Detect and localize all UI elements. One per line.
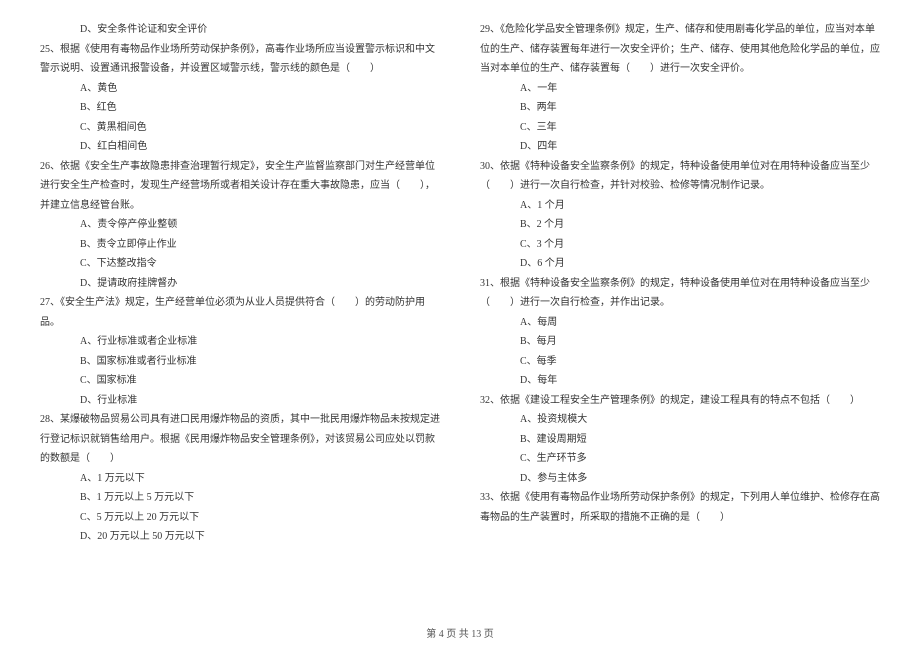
q30-option-a: A、1 个月: [480, 196, 880, 216]
q28-option-d: D、20 万元以上 50 万元以下: [40, 527, 440, 547]
q29-text: 29、《危险化学品安全管理条例》规定，生产、储存和使用剧毒化学品的单位，应当对本…: [480, 20, 880, 79]
q24-option-d: D、安全条件论证和安全评价: [40, 20, 440, 40]
q31-option-b: B、每月: [480, 332, 880, 352]
q28-option-c: C、5 万元以上 20 万元以下: [40, 508, 440, 528]
q32-option-d: D、参与主体多: [480, 469, 880, 489]
q27-option-a: A、行业标准或者企业标准: [40, 332, 440, 352]
q26-option-a: A、责令停产停业整顿: [40, 215, 440, 235]
q28-option-b: B、1 万元以上 5 万元以下: [40, 488, 440, 508]
q30-option-b: B、2 个月: [480, 215, 880, 235]
q32-option-a: A、投资规模大: [480, 410, 880, 430]
q29-option-d: D、四年: [480, 137, 880, 157]
q31-option-a: A、每周: [480, 313, 880, 333]
q31-option-c: C、每季: [480, 352, 880, 372]
q32-option-c: C、生产环节多: [480, 449, 880, 469]
right-column: 29、《危险化学品安全管理条例》规定，生产、储存和使用剧毒化学品的单位，应当对本…: [480, 20, 880, 610]
q33-text: 33、依据《使用有毒物品作业场所劳动保护条例》的规定，下列用人单位维护、检修存在…: [480, 488, 880, 527]
q27-option-b: B、国家标准或者行业标准: [40, 352, 440, 372]
q27-option-d: D、行业标准: [40, 391, 440, 411]
q26-option-d: D、提请政府挂牌督办: [40, 274, 440, 294]
q31-option-d: D、每年: [480, 371, 880, 391]
q25-text: 25、根据《使用有毒物品作业场所劳动保护条例》，高毒作业场所应当设置警示标识和中…: [40, 40, 440, 79]
q27-text: 27、《安全生产法》规定，生产经营单位必须为从业人员提供符合（ ）的劳动防护用品…: [40, 293, 440, 332]
q26-text: 26、依据《安全生产事故隐患排查治理暂行规定》，安全生产监督监察部门对生产经营单…: [40, 157, 440, 216]
q27-option-c: C、国家标准: [40, 371, 440, 391]
q30-text: 30、依据《特种设备安全监察条例》的规定，特种设备使用单位对在用特种设备应当至少…: [480, 157, 880, 196]
q28-text: 28、某爆破物品贸易公司具有进口民用爆炸物品的资质，其中一批民用爆炸物品未按规定…: [40, 410, 440, 469]
q30-option-d: D、6 个月: [480, 254, 880, 274]
q25-option-a: A、黄色: [40, 79, 440, 99]
q26-option-c: C、下达整改指令: [40, 254, 440, 274]
q32-option-b: B、建设周期短: [480, 430, 880, 450]
q32-text: 32、依据《建设工程安全生产管理条例》的规定，建设工程具有的特点不包括（ ）: [480, 391, 880, 411]
q25-option-c: C、黄黑相间色: [40, 118, 440, 138]
q31-text: 31、根据《特种设备安全监察条例》的规定，特种设备使用单位对在用特种设备应当至少…: [480, 274, 880, 313]
q26-option-b: B、责令立即停止作业: [40, 235, 440, 255]
q28-option-a: A、1 万元以下: [40, 469, 440, 489]
q30-option-c: C、3 个月: [480, 235, 880, 255]
q29-option-c: C、三年: [480, 118, 880, 138]
left-column: D、安全条件论证和安全评价 25、根据《使用有毒物品作业场所劳动保护条例》，高毒…: [40, 20, 440, 610]
page-container: D、安全条件论证和安全评价 25、根据《使用有毒物品作业场所劳动保护条例》，高毒…: [40, 20, 880, 610]
q29-option-a: A、一年: [480, 79, 880, 99]
q25-option-b: B、红色: [40, 98, 440, 118]
q29-option-b: B、两年: [480, 98, 880, 118]
q25-option-d: D、红白相间色: [40, 137, 440, 157]
page-footer: 第 4 页 共 13 页: [0, 625, 920, 640]
